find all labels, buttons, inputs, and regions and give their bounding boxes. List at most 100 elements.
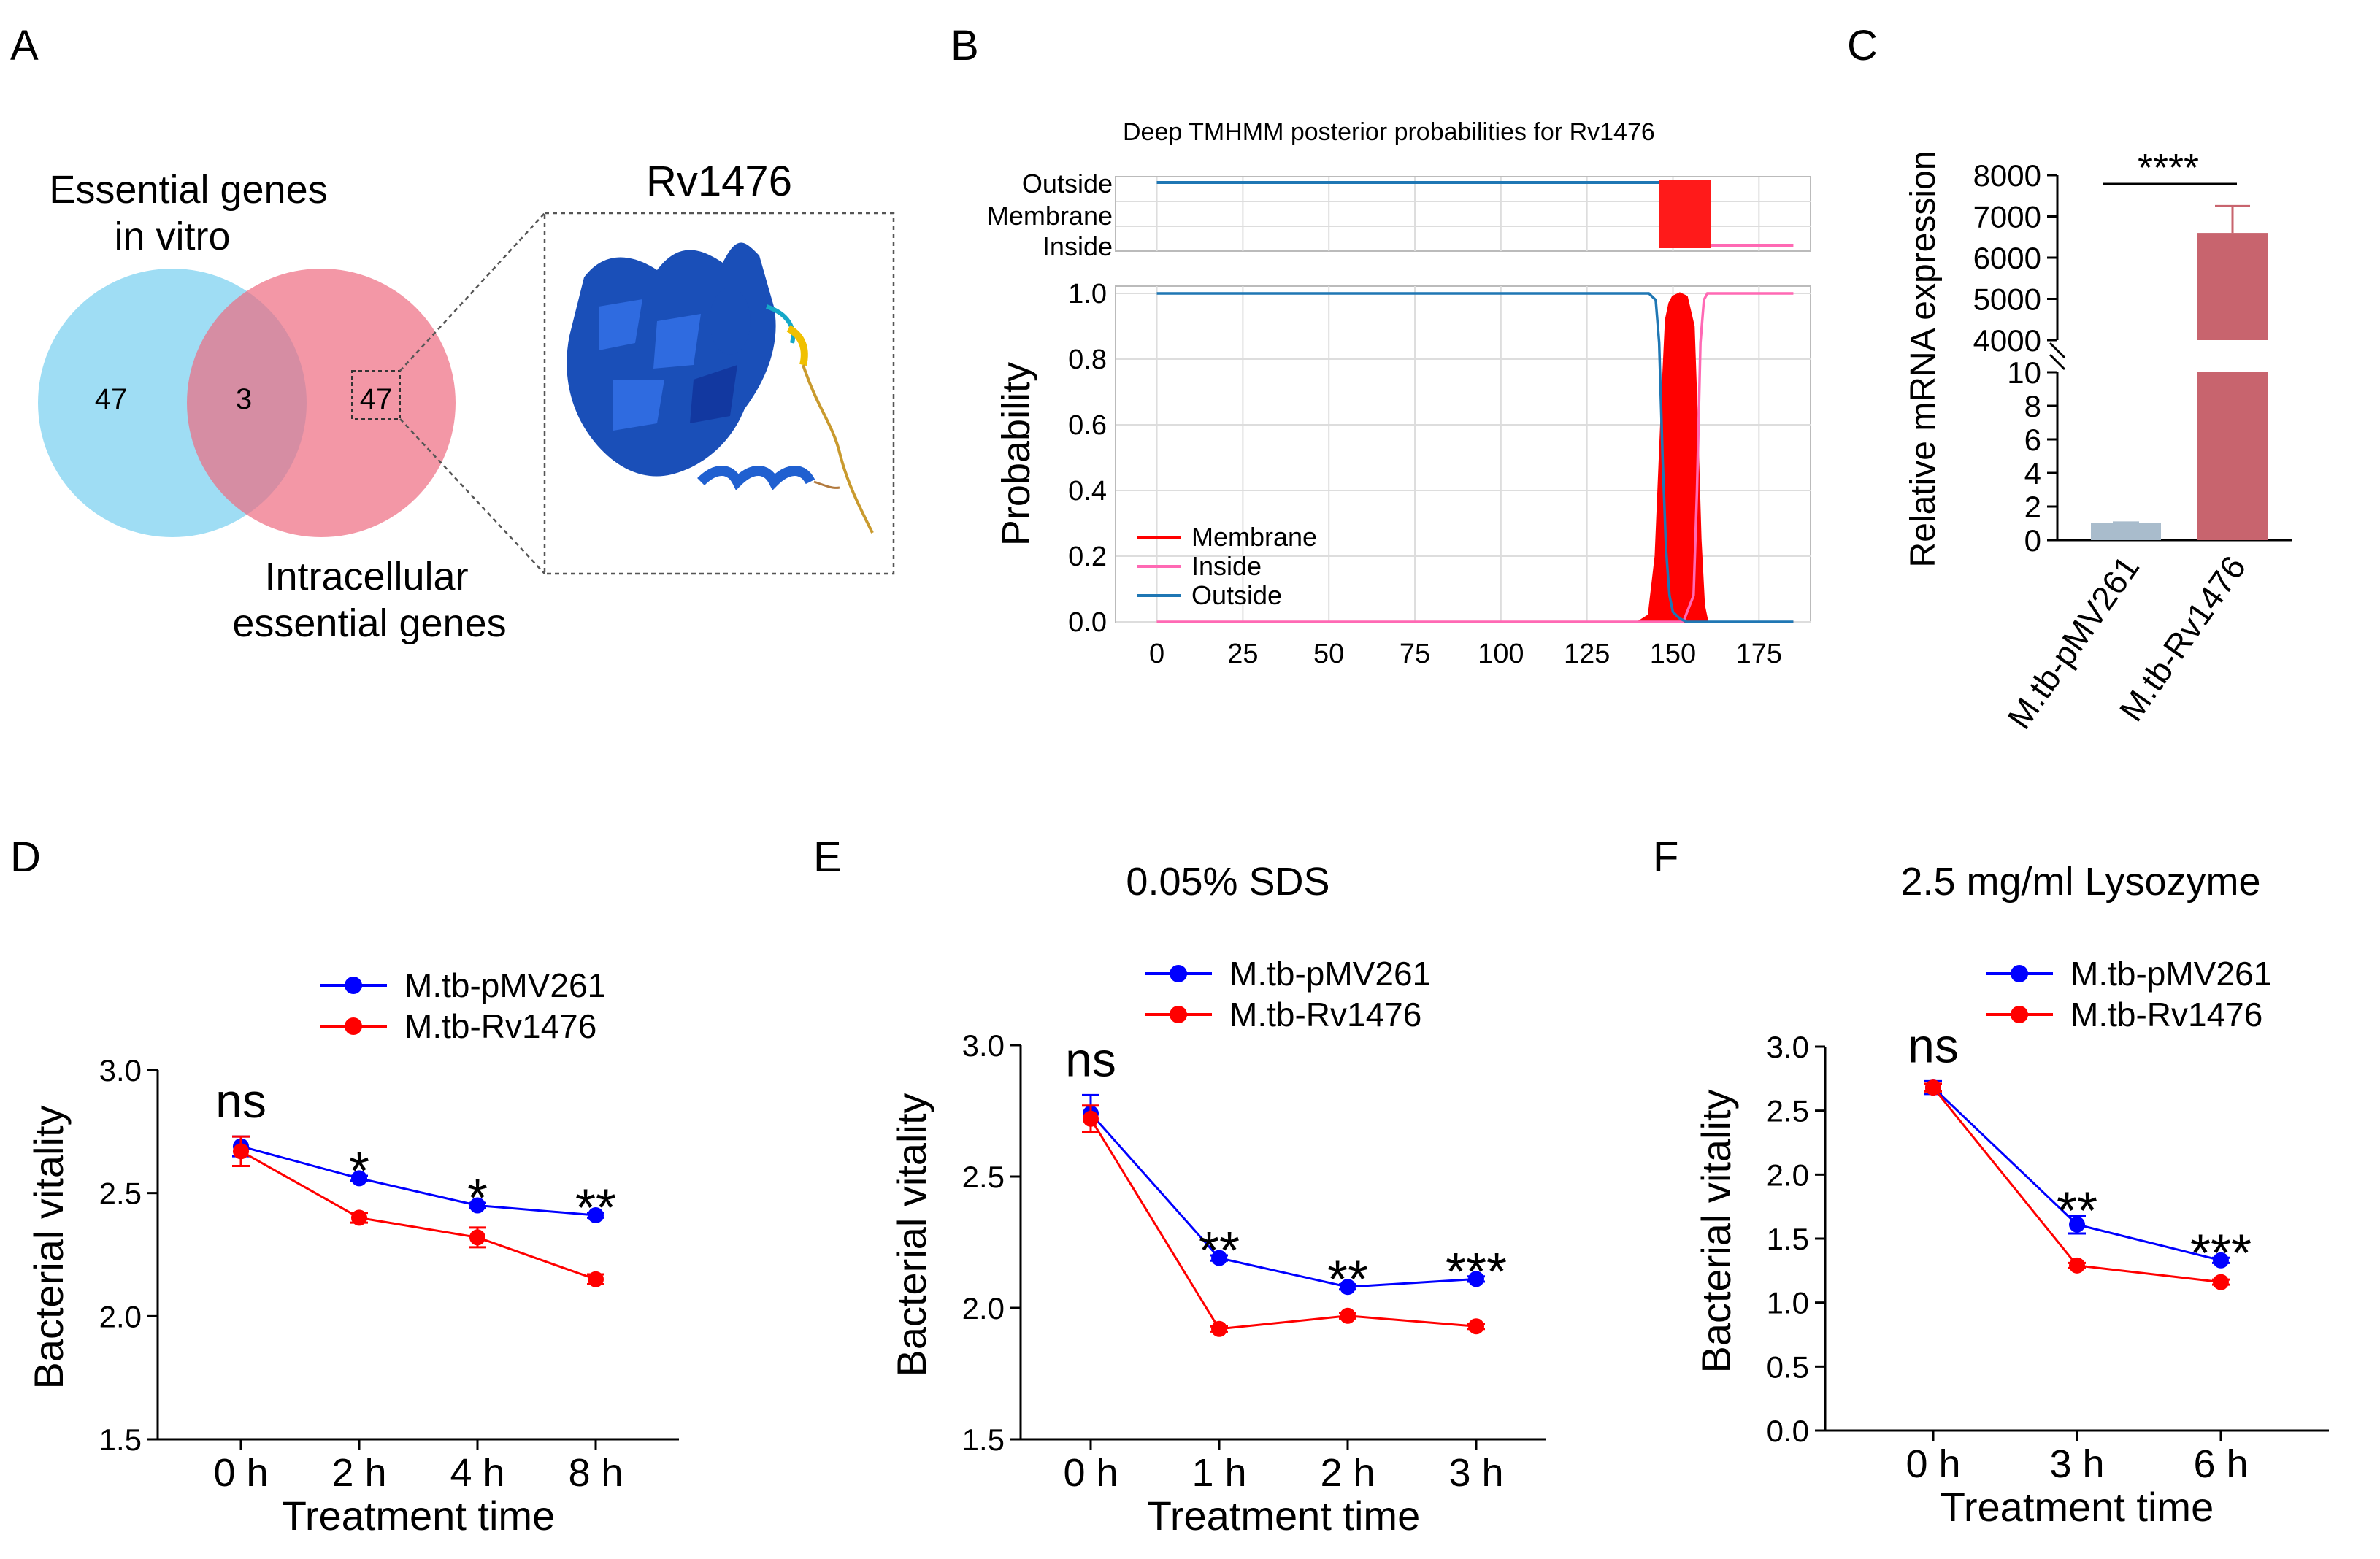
legend-label: M.tb-Rv1476: [1229, 996, 1421, 1033]
x-axis-label: Treatment time: [1147, 1493, 1420, 1539]
y-axis-label: Bacterial vitality: [888, 1093, 934, 1377]
x-axis-label: Treatment time: [282, 1493, 555, 1539]
data-point: [588, 1207, 604, 1224]
legend-marker: [2011, 965, 2028, 982]
track-label-membrane: Membrane: [987, 201, 1113, 231]
y-tick-label: 2.5: [962, 1160, 1005, 1194]
legend-marker: [345, 977, 362, 994]
y-tick-label: 3.0: [1767, 1030, 1809, 1064]
chart-b-title: Deep TMHMM posterior probabilities for R…: [1123, 118, 1655, 146]
legend-marker: [1170, 965, 1187, 982]
significance-label: **: [1199, 1222, 1240, 1280]
significance-label: *: [467, 1169, 488, 1228]
panel-d: D 1.5 2.0 2.5 3.0 0 h 2 h 4 h 8 h Treatment time…: [10, 834, 679, 1539]
significance-label: **: [2057, 1182, 2097, 1240]
x-tick-label: 125: [1564, 639, 1610, 669]
data-point: [1925, 1079, 1941, 1096]
series-line-0: [1089, 1112, 1477, 1288]
panel-a: A Essential genes in vitro 47 3 47 Intra…: [10, 22, 895, 645]
legend-label-inside: Inside: [1191, 551, 1262, 581]
panel-letter-e: E: [813, 834, 842, 881]
x-tick-label: 6 h: [2193, 1442, 2248, 1486]
chart-d-line: 1.5 2.0 2.5 3.0 0 h 2 h 4 h 8 h Treatment time Ba…: [26, 966, 679, 1539]
legend-marker: [345, 1017, 362, 1035]
legend-marker: [1170, 1006, 1187, 1023]
track-label-inside: Inside: [1043, 231, 1113, 261]
y-tick-label: 0.6: [1068, 410, 1107, 441]
venn-left-title: Essential genes: [49, 168, 327, 212]
y-tick-label: 2.5: [1767, 1094, 1809, 1128]
venn-right-title: Intracellular: [264, 555, 468, 598]
y-tick-label: 4: [2024, 456, 2041, 490]
significance-label: **: [575, 1179, 616, 1238]
y-axis-label: Bacterial vitality: [26, 1105, 72, 1389]
x-tick-label: 150: [1650, 639, 1696, 669]
protein-structure-illustration: [567, 242, 874, 534]
data-point: [351, 1209, 367, 1226]
x-tick-label: 8 h: [568, 1451, 623, 1495]
y-axis-label: Relative mRNA expression: [1904, 151, 1943, 568]
data-point: [1211, 1320, 1227, 1337]
x-tick-label: 3 h: [2049, 1442, 2104, 1486]
y-tick-label: 2.0: [1767, 1158, 1809, 1192]
y-axis-label: Probability: [994, 362, 1038, 546]
series-inside-line: [1156, 292, 1794, 623]
axis-break-mark-2: [2049, 353, 2066, 371]
panel-letter-c: C: [1847, 22, 1878, 69]
panel-letter-d: D: [10, 834, 41, 881]
x-tick-label: 0 h: [1905, 1442, 1960, 1486]
y-tick-label: 2: [2024, 490, 2041, 524]
chart-e-line: 1.5 2.0 2.5 3.0 0 h 1 h 2 h 3 h Treatment time Ba…: [888, 955, 1546, 1539]
y-tick-label: 2.0: [962, 1291, 1005, 1325]
venn-left-count: 47: [95, 383, 128, 415]
y-tick-label: 2.5: [99, 1177, 142, 1211]
x-tick-label: 0: [1149, 639, 1164, 669]
significance-label: *: [349, 1142, 369, 1201]
panel-e: E 0.05% SDS 1.5 2.0 2.5 3.0 0 h 1 h 2 h 3 h Trea…: [813, 834, 1546, 1539]
bar-lower-segment: [2197, 372, 2268, 540]
significance-label: ***: [1446, 1243, 1507, 1301]
data-point: [469, 1197, 485, 1214]
panel-letter-b: B: [951, 22, 979, 69]
y-tick-label: 5000: [1973, 282, 2041, 317]
x-tick-label: 2 h: [331, 1451, 386, 1495]
x-tick-label: 175: [1736, 639, 1782, 669]
y-tick-label: 8: [2024, 389, 2041, 423]
y-tick-label: 0.2: [1068, 542, 1107, 572]
legend-label: M.tb-Rv1476: [2070, 996, 2262, 1033]
track-segment-membrane: [1659, 180, 1711, 248]
x-tick-label: 0 h: [1063, 1451, 1118, 1495]
axis-break-mark-1: [2049, 342, 2066, 359]
y-tick-label: 0.8: [1068, 344, 1107, 375]
y-tick-label: 4000: [1973, 323, 2041, 358]
series-line-1: [1089, 1118, 1477, 1331]
legend-label: M.tb-pMV261: [1229, 955, 1431, 993]
data-point: [351, 1170, 367, 1187]
data-point: [2069, 1257, 2085, 1274]
significance-label: **: [1327, 1251, 1368, 1309]
legend-label: M.tb-pMV261: [404, 966, 606, 1004]
bar-m.tb-pmv261: [2091, 523, 2161, 540]
y-tick-label: 1.5: [1767, 1222, 1809, 1256]
chart-b-probability-plot: 0 25 50 75 100 125 150 175 0.0 0.2 0.4 0.6 0.8 1.0 Pro…: [994, 279, 1811, 669]
x-tick-label: 100: [1478, 639, 1524, 669]
venn-right-count: 47: [360, 383, 393, 415]
legend-label-membrane: Membrane: [1191, 522, 1317, 552]
y-tick-label: 1.0: [1068, 279, 1107, 309]
y-tick-label: 1.5: [99, 1423, 142, 1457]
y-tick-label: 3.0: [962, 1028, 1005, 1063]
significance-label: ns: [215, 1074, 266, 1128]
y-tick-label: 6: [2024, 423, 2041, 457]
y-tick-label: 6000: [1973, 241, 2041, 275]
x-tick-label: 2 h: [1320, 1451, 1375, 1495]
venn-right-circle: [187, 269, 456, 537]
chart-e-title: 0.05% SDS: [1126, 860, 1329, 904]
y-tick-label: 8000: [1973, 158, 2041, 193]
structure-title: Rv1476: [646, 158, 792, 205]
data-point: [1340, 1279, 1356, 1296]
legend-label: M.tb-Rv1476: [404, 1007, 596, 1045]
significance-label: ****: [2138, 146, 2199, 190]
